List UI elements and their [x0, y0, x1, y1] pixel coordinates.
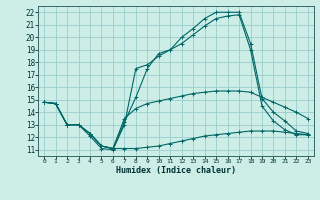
X-axis label: Humidex (Indice chaleur): Humidex (Indice chaleur) [116, 166, 236, 175]
